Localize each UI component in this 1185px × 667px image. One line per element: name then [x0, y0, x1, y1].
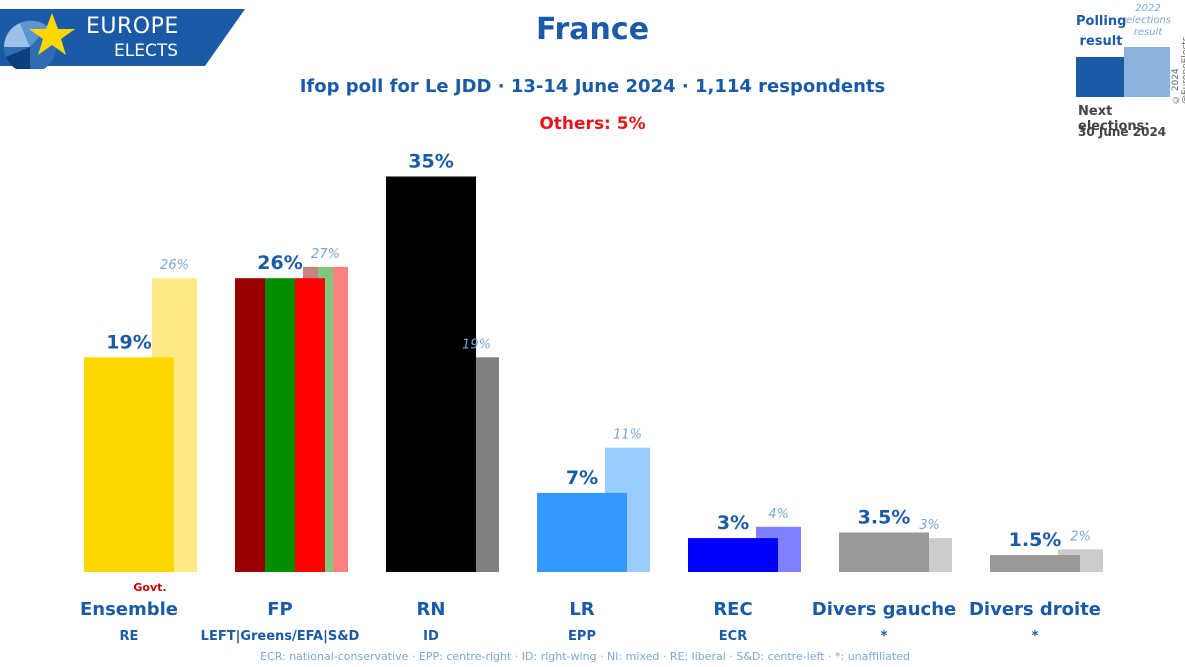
next-elections-date: 30 June 2024 — [1078, 125, 1167, 139]
party-name-6: Divers droite — [969, 599, 1101, 620]
value-label-5: 3.5% — [858, 506, 911, 528]
next-elections-label: Next elections: — [1078, 104, 1150, 134]
previous-value-label-2: 19% — [462, 337, 491, 352]
polling-bar-4 — [688, 538, 778, 572]
polling-bar-2 — [386, 176, 476, 572]
previous-value-label-5: 3% — [919, 518, 940, 533]
previous-value-label-4: 4% — [768, 507, 789, 522]
legend-previous-swatch — [1124, 47, 1170, 97]
legend-previous-label: 2022 elections result — [1126, 3, 1171, 38]
party-group-3: EPP — [568, 629, 596, 644]
party-name-2: RN — [417, 599, 446, 620]
previous-value-label-6: 2% — [1070, 529, 1091, 544]
value-label-6: 1.5% — [1009, 529, 1062, 551]
logo-text-elects: ELECTS — [114, 41, 178, 61]
polling-bar-1-stripe-2 — [295, 278, 325, 572]
previous-value-label-3: 11% — [613, 428, 642, 443]
party-group-0: RE — [120, 629, 139, 644]
polling-bar-5 — [839, 532, 929, 572]
polling-bar-0 — [84, 357, 174, 572]
value-label-1: 26% — [257, 252, 302, 274]
party-group-2: ID — [423, 629, 439, 644]
party-name-5: Divers gauche — [812, 599, 956, 620]
value-label-2: 35% — [408, 151, 453, 173]
logo-text-europe: EUROPE — [86, 14, 179, 39]
footnote: ECR: national-conservative · EPP: centre… — [260, 650, 910, 663]
polling-bar-6 — [990, 555, 1080, 572]
party-group-5: * — [881, 629, 888, 644]
party-group-6: * — [1032, 629, 1039, 644]
party-name-1: FP — [267, 599, 293, 620]
party-group-4: ECR — [719, 629, 747, 644]
polling-bar-1-stripe-0 — [235, 278, 265, 572]
previous-bar-1-stripe-2 — [333, 266, 348, 572]
legend-polling-label: Polling result — [1076, 14, 1127, 49]
chart-subtitle: Ifop poll for Le JDD · 13-14 June 2024 ·… — [299, 76, 886, 97]
polling-bar-3 — [537, 492, 627, 572]
party-group-1: LEFT|Greens/EFA|S&D — [201, 629, 360, 644]
govt-note: Govt. — [133, 581, 166, 594]
legend-polling-swatch — [1076, 57, 1126, 97]
value-label-4: 3% — [717, 512, 749, 534]
previous-value-label-1: 27% — [311, 247, 340, 262]
party-name-3: LR — [569, 599, 594, 620]
party-name-0: Ensemble — [80, 599, 178, 620]
bar-chart: 19% 26% Ensemble RE Govt. 26% 27% FP LEFT|Greens… — [80, 151, 1103, 644]
others-label: Others: 5% — [539, 114, 646, 134]
value-label-3: 7% — [566, 467, 598, 489]
previous-value-label-0: 26% — [160, 258, 189, 273]
value-label-0: 19% — [106, 331, 151, 353]
polling-bar-1-stripe-1 — [265, 278, 295, 572]
europe-elects-logo — [0, 9, 245, 69]
party-name-4: REC — [713, 599, 752, 620]
chart-title: France — [535, 12, 650, 47]
